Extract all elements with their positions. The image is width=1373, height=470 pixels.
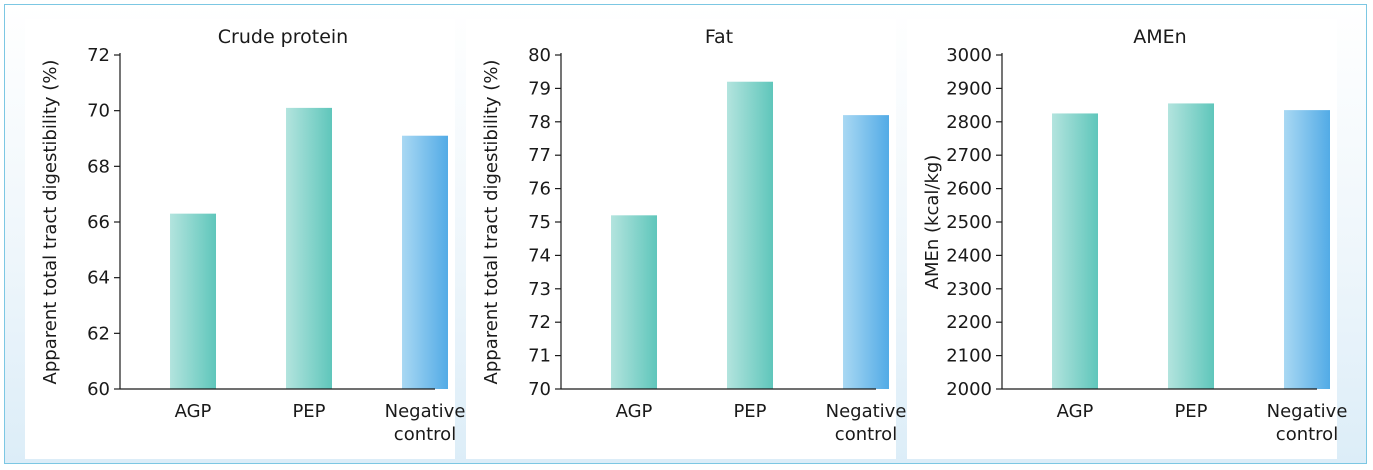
x-category-label: PEP bbox=[733, 401, 766, 422]
y-tick-label: 77 bbox=[528, 145, 551, 166]
y-tick-label: 2300 bbox=[946, 279, 992, 300]
chart-title: AMEn bbox=[1133, 26, 1186, 48]
chart-panel-fat: 70 71 72 73 74 75 76 77 78 79 80 AGP PEP Negative cont… bbox=[466, 19, 906, 459]
bar-chart-crude-protein: 60 62 64 66 68 70 72 AGP PEP Negative control Crude… bbox=[40, 26, 465, 445]
chart-title: Fat bbox=[705, 26, 733, 48]
y-tick-label: 2200 bbox=[946, 312, 992, 333]
bar-fat-1 bbox=[727, 81, 773, 389]
y-tick-label: 71 bbox=[528, 346, 551, 367]
bar-amen-2 bbox=[1284, 110, 1330, 390]
bar-chart-amen: 2000 2100 2200 2300 2400 2500 2600 2700 2800 2900… bbox=[922, 26, 1347, 445]
x-category-label: Negative control bbox=[1267, 401, 1348, 445]
y-tick-label: 2100 bbox=[946, 346, 992, 367]
y-tick-label: 75 bbox=[528, 212, 551, 233]
x-category-label: AGP bbox=[175, 401, 212, 422]
x-category-label: Negative control bbox=[385, 401, 466, 445]
chart-title: Crude protein bbox=[218, 26, 348, 48]
x-category-label: AGP bbox=[1057, 401, 1094, 422]
bar-crude-protein-0 bbox=[170, 213, 216, 389]
y-tick-label: 2400 bbox=[946, 245, 992, 266]
bar-amen-1 bbox=[1168, 103, 1214, 390]
chart-panel-amen: 2000 2100 2200 2300 2400 2500 2600 2700 2800 2900… bbox=[907, 19, 1347, 459]
y-tick-label: 72 bbox=[87, 45, 110, 66]
x-category-label: AGP bbox=[616, 401, 653, 422]
y-tick-label: 64 bbox=[87, 268, 110, 289]
y-tick-label: 3000 bbox=[946, 45, 992, 66]
y-tick-label: 2700 bbox=[946, 145, 992, 166]
y-tick-label: 80 bbox=[528, 45, 551, 66]
y-tick-label: 60 bbox=[87, 379, 110, 400]
figure-frame: 60 62 64 66 68 70 72 AGP PEP Negative control Crude… bbox=[4, 4, 1367, 464]
y-tick-label: 78 bbox=[528, 112, 551, 133]
bar-fat-2 bbox=[843, 115, 889, 390]
y-tick-label: 74 bbox=[528, 245, 551, 266]
y-tick-label: 2000 bbox=[946, 379, 992, 400]
y-tick-label: 66 bbox=[87, 212, 110, 233]
y-tick-label: 2900 bbox=[946, 78, 992, 99]
y-tick-label: 2500 bbox=[946, 212, 992, 233]
y-axis-label: Apparent total tract digestibility (%) bbox=[40, 60, 61, 385]
y-tick-label: 70 bbox=[87, 101, 110, 122]
bar-crude-protein-1 bbox=[286, 107, 332, 389]
x-category-label: PEP bbox=[292, 401, 325, 422]
y-tick-label: 76 bbox=[528, 179, 551, 200]
bar-crude-protein-2 bbox=[402, 135, 448, 389]
y-tick-label: 62 bbox=[87, 323, 110, 344]
bar-chart-fat: 70 71 72 73 74 75 76 77 78 79 80 AGP PEP Negative cont… bbox=[481, 26, 906, 445]
y-tick-label: 2800 bbox=[946, 112, 992, 133]
x-category-label: PEP bbox=[1174, 401, 1207, 422]
y-axis-label: AMEn (kcal/kg) bbox=[922, 155, 943, 290]
x-category-label: Negative control bbox=[826, 401, 907, 445]
y-axis-label: Apparent total tract digestibility (%) bbox=[481, 60, 502, 385]
y-tick-label: 79 bbox=[528, 78, 551, 99]
bar-amen-0 bbox=[1052, 113, 1098, 389]
y-tick-label: 72 bbox=[528, 312, 551, 333]
bar-fat-0 bbox=[611, 215, 657, 389]
y-tick-label: 2600 bbox=[946, 179, 992, 200]
chart-panel-crude-protein: 60 62 64 66 68 70 72 AGP PEP Negative control Crude… bbox=[25, 19, 465, 459]
y-tick-label: 73 bbox=[528, 279, 551, 300]
y-tick-label: 68 bbox=[87, 156, 110, 177]
y-tick-label: 70 bbox=[528, 379, 551, 400]
